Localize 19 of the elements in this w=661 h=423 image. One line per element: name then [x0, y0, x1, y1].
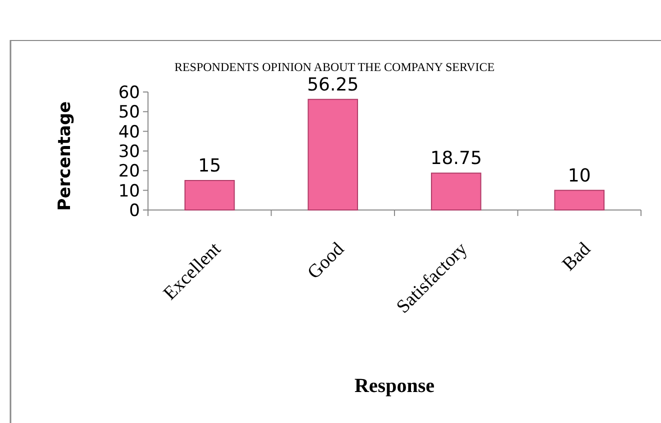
y-axis-title: Percentage — [55, 101, 75, 211]
data-label: 18.75 — [430, 148, 482, 170]
bar — [430, 172, 482, 210]
x-tick-label: Bad — [558, 238, 596, 276]
data-label: 10 — [568, 165, 591, 186]
y-tick-label: 50 — [118, 102, 140, 123]
y-tick-label: 30 — [118, 142, 140, 162]
data-label: 56.25 — [307, 74, 359, 96]
y-tick-label: 0 — [129, 200, 140, 221]
y-tick-label: 40 — [118, 122, 140, 142]
y-tick-label: 20 — [118, 162, 140, 182]
x-axis-title: Response — [354, 375, 435, 397]
data-label: 15 — [198, 156, 222, 176]
y-tick-label: 60 — [118, 82, 140, 103]
bar — [308, 98, 358, 210]
bar — [184, 180, 235, 210]
bar — [554, 190, 605, 210]
y-tick-label: 10 — [118, 181, 140, 202]
chart-title: RESPONDENTS OPINION ABOUT THE COMPANY SERVICE — [174, 60, 495, 74]
